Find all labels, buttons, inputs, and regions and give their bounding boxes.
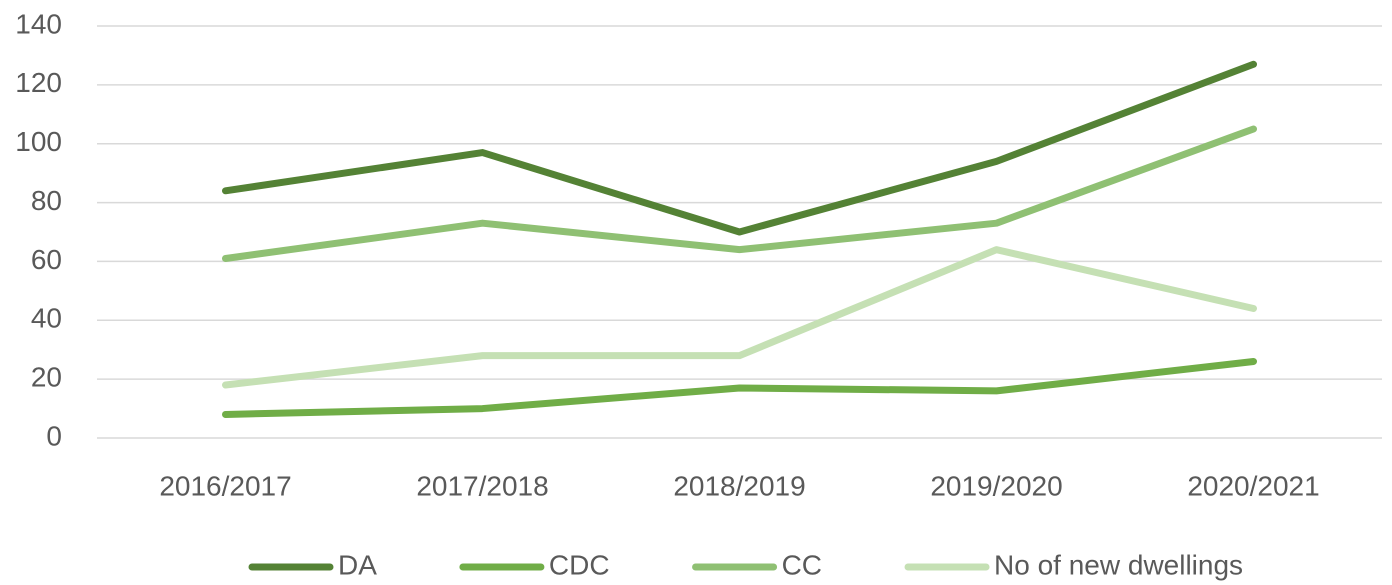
y-tick-label: 20 [31,362,62,393]
legend-label: DA [338,549,377,580]
series-line [222,246,1257,389]
y-tick-label: 100 [15,126,62,157]
x-tick-label: 2019/2020 [930,470,1062,501]
x-tick-label: 2020/2021 [1187,470,1319,501]
x-tick-label: 2018/2019 [673,470,805,501]
y-tick-label: 140 [15,8,62,39]
x-tick-label: 2017/2018 [416,470,548,501]
x-tick-label: 2016/2017 [159,470,291,501]
legend-label: CDC [549,549,610,580]
y-tick-label: 60 [31,244,62,275]
y-tick-label: 0 [46,420,62,451]
y-tick-label: 40 [31,303,62,334]
legend-label: CC [782,549,822,580]
y-tick-label: 80 [31,185,62,216]
series-line [222,357,1257,418]
series-line [222,60,1257,236]
series-line [222,125,1257,262]
legend-label: No of new dwellings [994,549,1243,580]
y-tick-label: 120 [15,67,62,98]
